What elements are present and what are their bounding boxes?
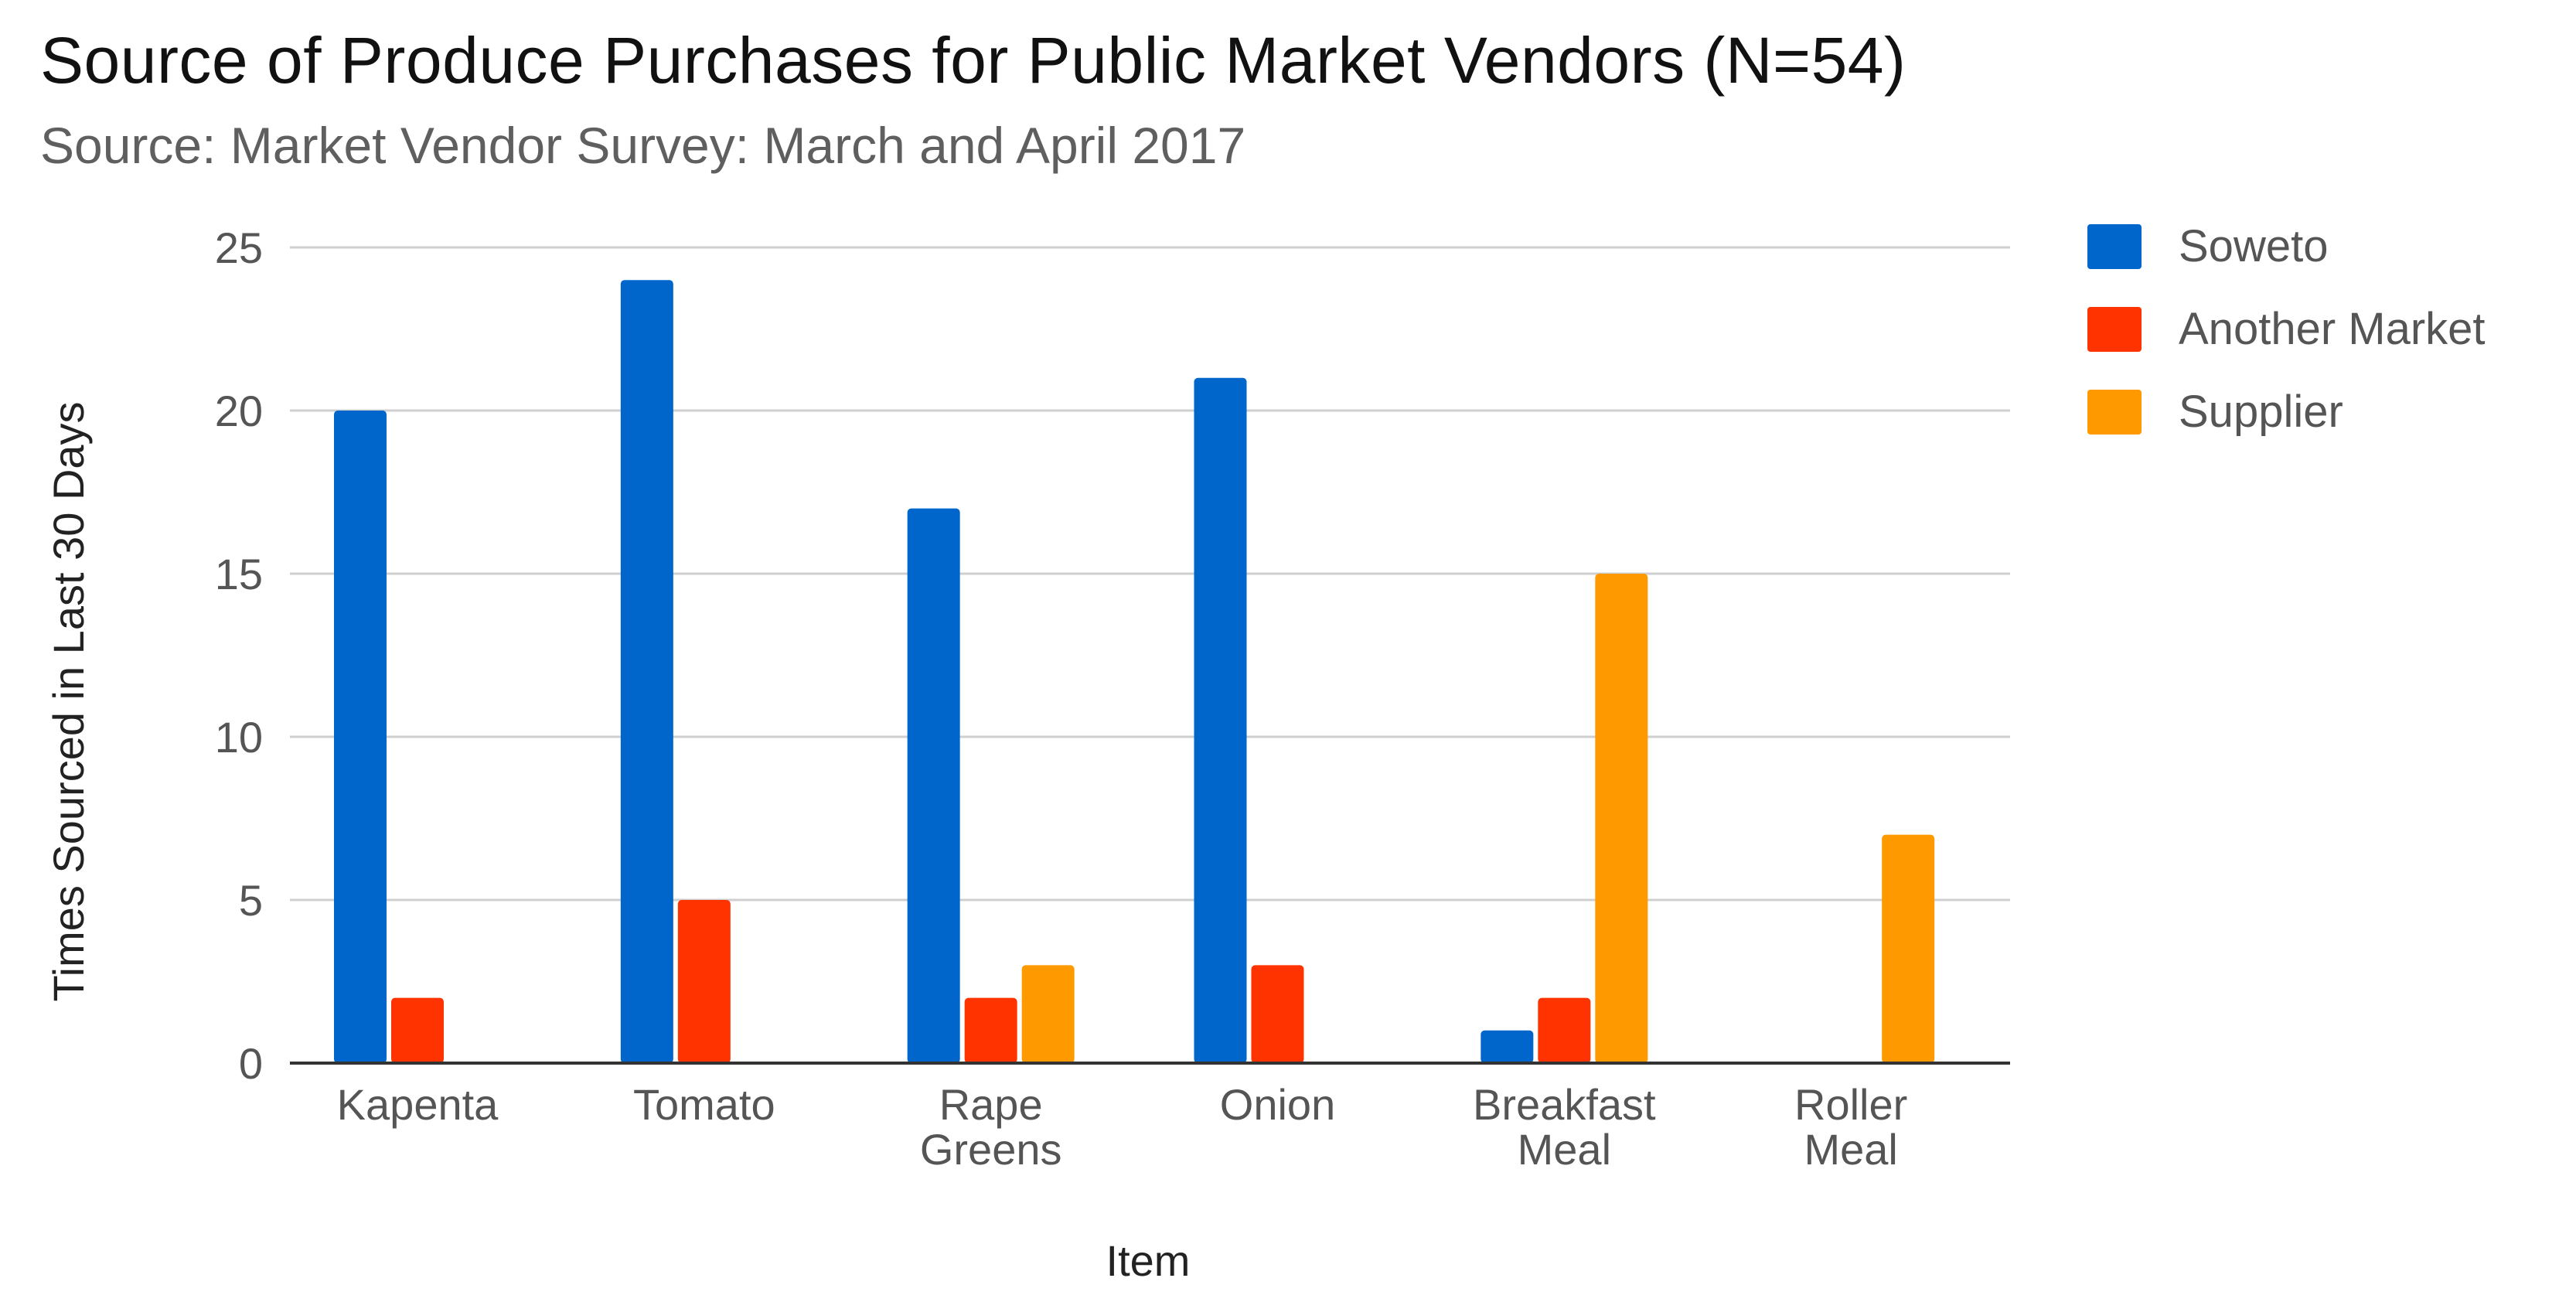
- y-tick-label: 25: [215, 223, 263, 272]
- chart-title: Source of Produce Purchases for Public M…: [40, 24, 1906, 97]
- x-tick-label: Kapenta: [337, 1080, 499, 1129]
- bar-another-market: [1251, 965, 1304, 1063]
- x-tick-label: Rape: [939, 1080, 1043, 1129]
- bar-soweto: [907, 508, 960, 1063]
- gridlines: [290, 246, 2010, 902]
- bar-another-market: [1538, 997, 1591, 1063]
- x-tick-label: Greens: [920, 1125, 1062, 1174]
- y-axis-title: Times Sourced in Last 30 Days: [44, 401, 93, 1001]
- bar-another-market: [964, 997, 1017, 1063]
- legend-swatch: [2087, 390, 2142, 435]
- bar-soweto: [334, 411, 387, 1063]
- y-tick-label: 5: [239, 876, 263, 925]
- x-axis-title: Item: [1106, 1236, 1191, 1285]
- x-tick-label: Meal: [1518, 1125, 1611, 1174]
- x-tick-label: Onion: [1220, 1080, 1335, 1129]
- bar-soweto: [1481, 1030, 1534, 1063]
- x-tick-label: Meal: [1804, 1125, 1897, 1174]
- bar-soweto: [1194, 377, 1247, 1063]
- legend-label: Supplier: [2179, 387, 2343, 437]
- x-tick-label: Roller: [1794, 1080, 1907, 1129]
- legend-swatch: [2087, 224, 2142, 269]
- bar-supplier: [1021, 965, 1075, 1063]
- y-tick-label: 10: [215, 713, 263, 762]
- bar-soweto: [620, 280, 673, 1063]
- bar-supplier: [1595, 574, 1648, 1063]
- y-tick-label: 15: [215, 550, 263, 598]
- bar-another-market: [391, 997, 444, 1063]
- bar-supplier: [1882, 834, 1935, 1063]
- bar-another-market: [677, 900, 731, 1063]
- chart-subtitle: Source: Market Vendor Survey: March and …: [40, 117, 1246, 174]
- legend-label: Another Market: [2179, 304, 2486, 354]
- legend: Soweto Another Market Supplier: [2087, 221, 2486, 437]
- y-tick-label: 20: [215, 387, 263, 435]
- bars: [334, 280, 1935, 1063]
- x-tick-label: Breakfast: [1473, 1080, 1656, 1129]
- legend-swatch: [2087, 307, 2142, 352]
- y-tick-label: 0: [239, 1039, 263, 1088]
- x-tick-label: Tomato: [633, 1080, 775, 1129]
- legend-label: Soweto: [2179, 221, 2328, 271]
